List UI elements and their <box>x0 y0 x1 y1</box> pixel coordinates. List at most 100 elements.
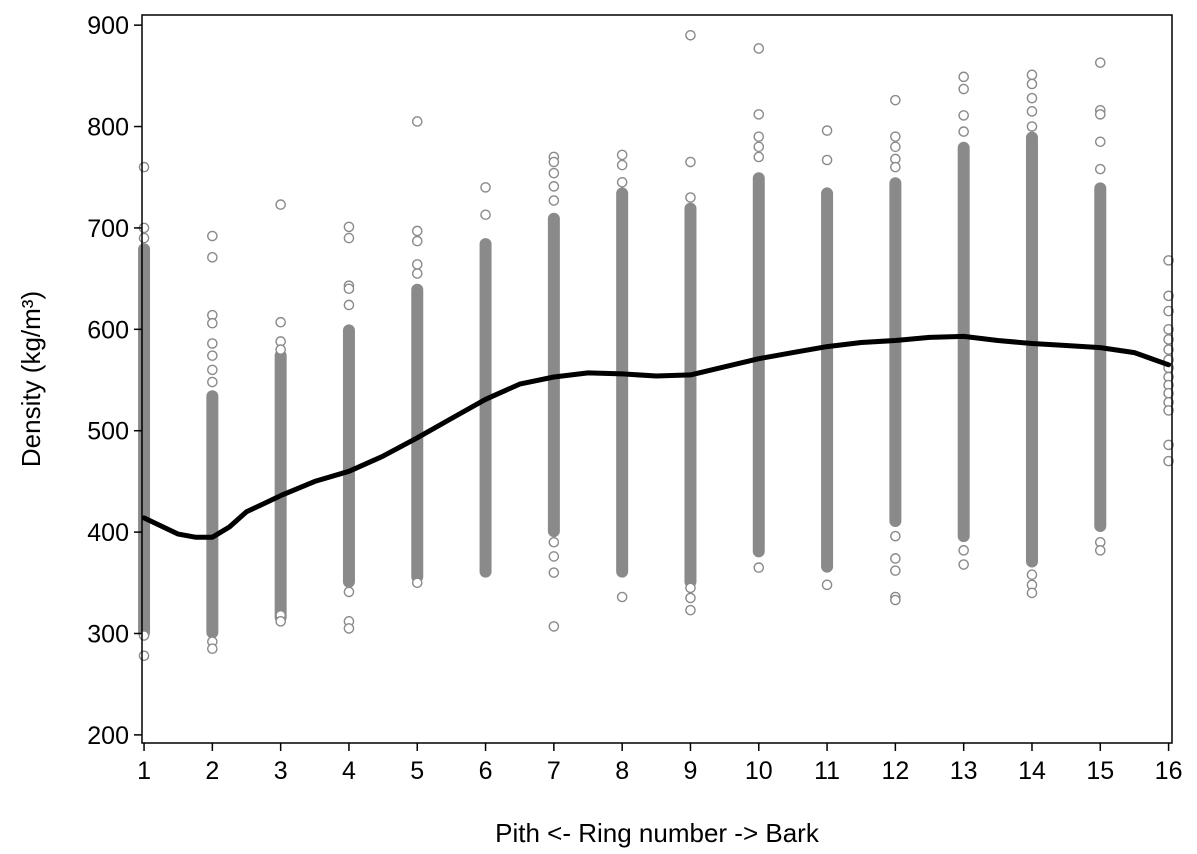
observation-point <box>753 109 765 120</box>
observation-point <box>616 159 628 171</box>
observation-point <box>207 252 218 263</box>
y-axis-ticks: 200 300 400 500 600 700 800 900 <box>87 12 142 750</box>
observation-point <box>411 116 423 127</box>
observation-point <box>411 259 423 270</box>
y-tick-label: 600 <box>87 316 129 344</box>
observation-point <box>1163 290 1174 302</box>
y-tick-label: 900 <box>87 12 129 40</box>
observation-point <box>343 232 355 244</box>
observation-point <box>890 530 901 542</box>
observation-point <box>138 650 150 662</box>
x-tick-label: 14 <box>1018 757 1046 785</box>
observation-point <box>685 29 696 41</box>
x-tick-label: 16 <box>1155 757 1183 785</box>
observation-point <box>548 195 560 206</box>
observation-point <box>1163 255 1174 266</box>
observation-point <box>685 156 696 168</box>
x-axis-title: Pith <- Ring number -> Bark <box>495 818 820 848</box>
observation-point <box>958 71 969 83</box>
observation-point <box>548 621 560 632</box>
observation-point <box>138 232 150 244</box>
observation-band-ring-6 <box>479 238 492 578</box>
observation-point <box>890 161 901 173</box>
observation-band-ring-3 <box>274 349 287 624</box>
observation-point <box>890 131 901 142</box>
observation-point <box>207 338 218 349</box>
observation-band-ring-11 <box>821 187 834 573</box>
observation-point <box>1163 344 1174 355</box>
observation-band-ring-14 <box>1025 131 1038 568</box>
observation-point <box>343 586 355 598</box>
observation-band-ring-15 <box>1094 182 1107 533</box>
observation-point <box>753 131 765 142</box>
x-tick-label: 13 <box>950 757 978 785</box>
observation-point <box>890 594 901 606</box>
observation-point <box>890 565 901 576</box>
y-tick-label: 700 <box>87 215 129 243</box>
observation-point <box>411 268 423 279</box>
y-tick-label: 800 <box>87 114 129 142</box>
observation-band-ring-12 <box>889 177 902 527</box>
observation-point <box>616 176 628 188</box>
observation-point <box>890 141 901 153</box>
observation-point <box>685 192 696 203</box>
observation-band-ring-4 <box>342 324 355 588</box>
observation-point <box>958 83 969 95</box>
observation-point <box>1094 136 1106 148</box>
x-tick-label: 9 <box>684 757 698 785</box>
observation-point <box>548 167 560 179</box>
x-tick-label: 12 <box>881 757 909 785</box>
observation-point <box>207 230 218 242</box>
observation-point <box>753 151 765 163</box>
observation-point <box>207 643 218 655</box>
observation-point <box>207 364 218 376</box>
observation-point <box>1094 57 1106 68</box>
observation-point <box>207 376 218 388</box>
y-tick-label: 300 <box>87 620 129 648</box>
x-tick-label: 10 <box>745 757 773 785</box>
observation-point <box>207 350 218 361</box>
observation-point <box>1163 439 1174 451</box>
observation-point <box>1094 545 1106 556</box>
observation-point <box>890 553 901 564</box>
observation-point <box>821 579 833 591</box>
observation-point <box>1163 305 1174 317</box>
observation-point <box>480 209 491 221</box>
observation-point <box>685 604 696 616</box>
observation-point <box>275 199 286 210</box>
x-tick-label: 4 <box>342 757 356 785</box>
observation-point <box>685 592 696 604</box>
observation-point <box>1163 324 1174 335</box>
observation-point <box>275 616 286 627</box>
plot-frame <box>141 14 1173 744</box>
observation-point <box>548 551 560 562</box>
x-tick-label: 15 <box>1086 757 1114 785</box>
observation-band-ring-8 <box>616 187 629 578</box>
observation-point <box>1163 405 1174 416</box>
observation-point <box>821 154 833 166</box>
observation-band-ring-2 <box>206 390 219 639</box>
observation-point <box>1026 92 1038 104</box>
observation-point <box>548 536 560 548</box>
observation-point <box>207 317 218 329</box>
observation-point <box>958 110 969 121</box>
observation-point <box>548 156 560 168</box>
observation-point <box>343 299 355 311</box>
observation-bands <box>138 131 1107 639</box>
observation-point <box>1026 121 1038 132</box>
observation-point <box>958 559 969 570</box>
observation-band-ring-1 <box>138 243 151 639</box>
observation-point <box>685 582 696 594</box>
observation-point <box>1026 569 1038 580</box>
observation-point <box>1094 163 1106 175</box>
y-tick-label: 400 <box>87 519 129 547</box>
trend-line <box>141 333 1172 540</box>
observation-point <box>753 43 765 54</box>
observation-point <box>958 126 969 137</box>
x-tick-label: 8 <box>615 757 629 785</box>
observation-point <box>1163 455 1174 467</box>
observation-point <box>1163 334 1174 345</box>
observation-point <box>343 221 355 233</box>
observation-point <box>821 125 833 136</box>
observation-point <box>616 591 628 603</box>
